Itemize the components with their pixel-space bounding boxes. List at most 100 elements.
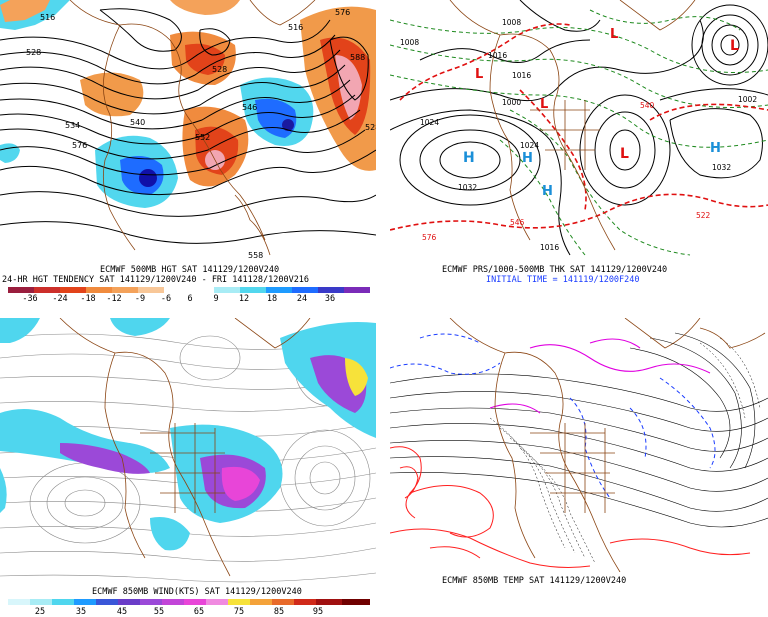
scale-swatch — [138, 287, 164, 293]
isobar-label: 1008 — [502, 18, 521, 27]
caption-pressure-title: ECMWF PRS/1000-500MB THK SAT 141129/1200… — [442, 265, 668, 275]
isobar-labels: 1008 1016 1008 1000 1016 1024 1032 1024 … — [400, 18, 757, 252]
scale-swatch — [30, 599, 52, 605]
contour-label: 552 — [195, 133, 210, 142]
wind-fill — [221, 466, 260, 501]
scale-swatch — [8, 287, 34, 293]
scale-tick: -24 — [52, 294, 68, 304]
scale-tick: -9 — [134, 294, 146, 304]
scale-swatch — [184, 599, 206, 605]
scale-tick: 25 — [34, 607, 46, 617]
thickness-labels: 576 540 546 522 — [422, 101, 711, 242]
high-center: H — [542, 184, 553, 199]
warm-isotherms — [390, 446, 751, 568]
wind-fill — [0, 468, 7, 513]
low-center: L — [730, 38, 739, 54]
scale-swatch — [292, 287, 318, 293]
scale-tick: 95 — [312, 607, 324, 617]
caption-wind-title: ECMWF 850MB WIND(KTS) SAT 141129/1200V24… — [92, 587, 302, 597]
temp-detail — [489, 337, 761, 564]
isobar-label: 1032 — [712, 163, 731, 172]
panel-surface-pressure: L L L L L H H H H 1008 1016 1008 1000 10… — [390, 0, 768, 304]
contour-label: 540 — [130, 118, 145, 127]
scale-swatch — [342, 599, 370, 605]
scale-tick: 35 — [75, 607, 87, 617]
caption-500mb-title: ECMWF 500MB HGT SAT 141129/1200V240 — [100, 265, 280, 275]
scale-tick: 45 — [116, 607, 128, 617]
height-contours — [0, 8, 376, 244]
thickness-contours — [390, 9, 768, 256]
contour-label: 516 — [288, 23, 303, 32]
scale-tick: -6 — [160, 294, 172, 304]
map-pressure-svg: L L L L L H H H H 1008 1016 1008 1000 10… — [390, 0, 768, 256]
scale-tick: 65 — [193, 607, 205, 617]
contour-label: 588 — [350, 53, 365, 62]
isobar-label: 1032 — [458, 183, 477, 192]
high-center: H — [710, 141, 721, 156]
coastlines — [69, 0, 316, 256]
scale-swatch — [316, 599, 342, 605]
map-wind-svg — [0, 318, 376, 583]
scale-swatch — [140, 599, 162, 605]
scale-swatch — [8, 599, 30, 605]
wind-color-scale — [8, 599, 370, 605]
key-thickness-line — [390, 23, 768, 231]
scale-swatch — [294, 599, 316, 605]
wind-fill — [345, 358, 368, 396]
scale-swatch — [206, 599, 228, 605]
isobar-label: 1002 — [738, 95, 757, 104]
scale-tick: 75 — [233, 607, 245, 617]
scale-swatch — [214, 287, 240, 293]
map-500mb-height: 516 528 534 540 576 558 516 528 546 552 … — [0, 0, 376, 270]
caption-initial-time: INITIAL TIME = 141119/1200F240 — [486, 275, 640, 285]
falling-core — [282, 119, 294, 131]
contour-label: 528 — [365, 123, 376, 132]
thickness-label: 522 — [696, 211, 711, 220]
wind-fill — [60, 443, 150, 474]
thickness-label: 576 — [422, 233, 437, 242]
cold-isotherms — [390, 333, 716, 499]
rising-region — [80, 72, 144, 117]
contour-label: 576 — [72, 141, 87, 150]
wind-fill — [110, 318, 170, 336]
scale-swatch — [96, 599, 118, 605]
tendency-color-scale — [8, 287, 370, 293]
scale-tick: 85 — [273, 607, 285, 617]
contour-label: 528 — [212, 65, 227, 74]
freezing-isotherm — [489, 338, 711, 414]
thickness-label: 540 — [640, 101, 655, 110]
scale-tick: 55 — [153, 607, 165, 617]
isobar-label: 1024 — [520, 141, 539, 150]
scale-swatch — [74, 599, 96, 605]
isobar-label: 1024 — [420, 118, 439, 127]
scale-tick: -18 — [80, 294, 96, 304]
scale-tick: 36 — [324, 294, 336, 304]
coastlines — [449, 0, 696, 251]
scale-swatch — [318, 287, 344, 293]
scale-swatch — [162, 599, 184, 605]
panel-850mb-temp: ECMWF 850MB TEMP SAT 141129/1200V240 — [390, 318, 768, 615]
scale-swatch — [118, 599, 140, 605]
scale-tick: 6 — [187, 294, 193, 304]
isobar-label: 1016 — [488, 51, 507, 60]
panel-850mb-wind: ECMWF 850MB WIND(KTS) SAT 141129/1200V24… — [0, 318, 378, 617]
scale-swatch — [34, 287, 60, 293]
scale-tick: -36 — [22, 294, 38, 304]
scale-tick: 18 — [266, 294, 278, 304]
high-center: H — [463, 150, 475, 166]
caption-temp-title: ECMWF 850MB TEMP SAT 141129/1200V240 — [442, 576, 627, 586]
isobar-label: 1008 — [400, 38, 419, 47]
wind-fill — [0, 318, 40, 343]
scale-swatch — [250, 599, 272, 605]
contour-label: 558 — [248, 251, 263, 260]
isobar-label: 1016 — [512, 71, 531, 80]
contour-label: 528 — [26, 48, 41, 57]
coastlines — [59, 318, 311, 577]
map-500mb-svg: 516 528 534 540 576 558 516 528 546 552 … — [0, 0, 376, 260]
scale-swatch — [86, 287, 112, 293]
scale-swatch — [272, 599, 294, 605]
low-center: L — [475, 67, 483, 82]
contour-labels: 516 528 534 540 576 558 516 528 546 552 … — [26, 8, 376, 260]
scale-tick: 9 — [213, 294, 219, 304]
high-center: H — [522, 151, 533, 166]
